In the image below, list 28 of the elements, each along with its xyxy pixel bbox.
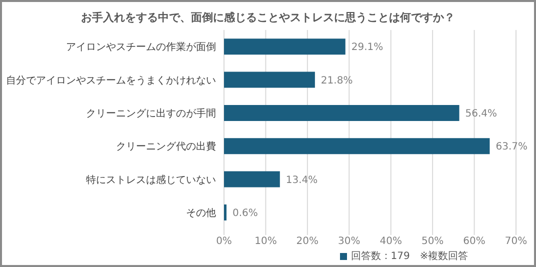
x-tick-label: 0% — [216, 236, 232, 248]
x-tick-label: 20% — [296, 236, 319, 248]
data-label: 63.7% — [496, 142, 528, 153]
bar — [224, 204, 227, 220]
y-tick-label: 特にストレスは感じていない — [86, 174, 216, 186]
x-tick-label: 50% — [421, 236, 444, 248]
y-tick-label: アイロンやスチームの作業が面倒 — [66, 41, 216, 54]
bar — [224, 104, 460, 121]
bar — [224, 38, 346, 55]
y-tick-label: クリーニングに出すのが手間 — [86, 107, 216, 120]
x-tick-label: 40% — [380, 236, 402, 248]
x-tick-label: 70% — [504, 236, 528, 248]
x-tick-label: 30% — [338, 236, 360, 248]
data-label: 13.4% — [286, 174, 318, 186]
data-label: 21.8% — [320, 75, 353, 86]
x-tick-label: 60% — [463, 236, 486, 248]
y-tick-label: 自分でアイロンやスチームをうまくかけれない — [6, 74, 216, 86]
bar — [224, 72, 315, 88]
legend-label: 回答数：179 ※複数回答 — [350, 251, 468, 262]
y-tick-label: クリーニング代の出費 — [116, 140, 216, 153]
data-label: 0.6% — [232, 208, 258, 220]
data-label: 29.1% — [351, 42, 384, 54]
x-tick-label: 10% — [254, 236, 277, 248]
y-tick-label: その他 — [186, 206, 216, 219]
chart-title: お手入れをする中で、面倒に感じることやストレスに思うことは何ですか？ — [80, 10, 456, 25]
bar — [224, 138, 490, 154]
bar — [224, 171, 280, 188]
data-label: 56.4% — [465, 108, 498, 120]
